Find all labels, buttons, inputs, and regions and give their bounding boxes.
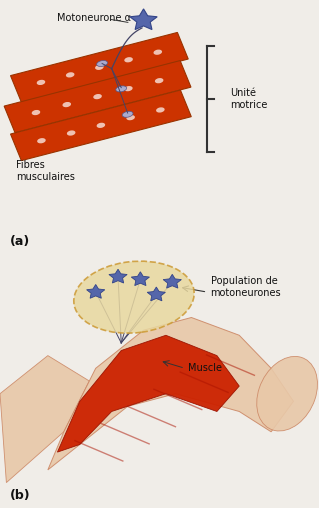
Ellipse shape [63,102,71,107]
Polygon shape [109,269,127,283]
Ellipse shape [122,111,133,117]
Text: Unité
motrice: Unité motrice [230,88,267,110]
Polygon shape [131,272,150,285]
Ellipse shape [153,50,162,55]
Polygon shape [163,274,182,288]
Ellipse shape [155,78,163,83]
Ellipse shape [97,123,105,128]
Polygon shape [57,335,239,452]
Polygon shape [0,356,89,483]
Text: (a): (a) [10,235,30,248]
Polygon shape [147,287,166,301]
Ellipse shape [67,131,76,136]
Ellipse shape [37,80,45,85]
Text: Muscle: Muscle [188,363,222,373]
Text: (b): (b) [10,489,30,502]
Polygon shape [130,9,157,29]
Text: Motoneurone α: Motoneurone α [57,13,131,23]
Polygon shape [4,60,191,133]
Ellipse shape [156,107,165,113]
Text: Fibres
musculaires: Fibres musculaires [16,160,75,182]
Ellipse shape [126,115,135,120]
Polygon shape [11,33,188,102]
Ellipse shape [95,65,104,70]
Ellipse shape [37,138,46,143]
Ellipse shape [93,94,102,99]
Ellipse shape [116,86,127,92]
Ellipse shape [74,261,194,333]
Ellipse shape [32,110,40,115]
Ellipse shape [257,357,317,431]
Ellipse shape [124,86,133,91]
Ellipse shape [97,60,108,67]
Ellipse shape [66,72,74,78]
Polygon shape [11,90,191,161]
Polygon shape [86,284,105,298]
Polygon shape [48,318,293,470]
Text: Population de
motoneurones: Population de motoneurones [211,276,281,298]
Ellipse shape [124,57,133,62]
